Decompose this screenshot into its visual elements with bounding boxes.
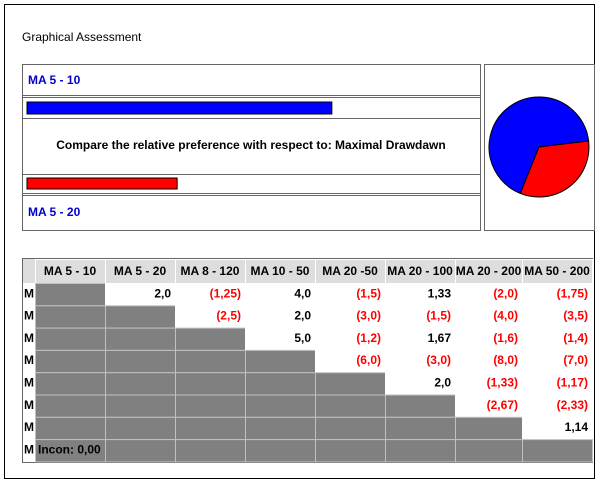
column-header-cell: [455, 259, 523, 284]
column-header: MA 5 - 10: [44, 264, 97, 278]
gray-cell: [35, 327, 106, 351]
cell-value: (1,25): [210, 286, 241, 300]
row-label: M: [24, 376, 34, 390]
gray-cell: [245, 416, 316, 441]
row-label: M: [24, 353, 34, 367]
gray-cell: [35, 283, 106, 307]
column-header: MA 10 - 50: [251, 264, 310, 278]
second-bar: [26, 177, 178, 190]
column-header: MA 20 - 100: [387, 264, 453, 278]
column-header: MA 20 -50: [322, 264, 378, 278]
second-option: MA 5 - 20: [28, 205, 81, 219]
column-header: MA 8 - 120: [181, 264, 240, 278]
column-header-cell: [245, 259, 316, 284]
gray-cell: [245, 439, 316, 463]
gray-cell: [105, 305, 176, 329]
column-header-cell: [105, 259, 176, 284]
column-header: MA 5 - 20: [114, 264, 167, 278]
cell-value: 2,0: [434, 376, 451, 390]
cell-value: (1,5): [356, 286, 381, 300]
cell-value: 1,33: [428, 286, 452, 300]
cell-value: 5,0: [294, 331, 311, 345]
cell-value: (2,5): [216, 309, 241, 323]
cell-value: (1,6): [493, 331, 518, 345]
gray-cell: [105, 394, 176, 418]
cell-value: (6,0): [356, 353, 381, 367]
cell-value: (2,33): [557, 398, 588, 412]
pie-slice: [519, 140, 590, 198]
column-header-cell: [175, 259, 246, 284]
pie-slice: [488, 96, 590, 195]
cell-value: (1,2): [356, 331, 381, 345]
gray-cell: [105, 439, 176, 463]
gray-cell: [455, 416, 523, 441]
column-header-cell: [522, 259, 593, 284]
gray-cell: [35, 416, 106, 441]
gray-cell: [245, 372, 316, 396]
cell-value: (1,5): [426, 309, 451, 323]
gray-cell: [35, 394, 106, 418]
row-label: M: [24, 420, 34, 434]
cell-value: 4,0: [294, 286, 311, 300]
gray-cell: [105, 372, 176, 396]
gray-cell: [385, 394, 456, 418]
gray-cell: [315, 394, 386, 418]
gray-cell: [35, 305, 106, 329]
gray-cell: [35, 349, 106, 374]
column-header: MA 50 - 200: [524, 264, 590, 278]
question: Compare the relative preference with res…: [56, 138, 445, 152]
gray-cell: [385, 439, 456, 463]
gray-cell: [245, 349, 316, 374]
gray-cell: [175, 416, 246, 441]
gray-cell: [175, 394, 246, 418]
cell-value: 2,0: [154, 286, 171, 300]
row-label: M: [24, 442, 34, 456]
window-title: Graphical Assessment: [22, 30, 142, 44]
gray-cell: [522, 439, 593, 463]
gray-cell: [245, 394, 316, 418]
gray-cell: [105, 416, 176, 441]
first-row: [22, 64, 481, 96]
cell-value: (1,33): [487, 376, 518, 390]
cell-value: (1,17): [557, 376, 588, 390]
cell-value: (3,5): [563, 309, 588, 323]
gray-cell: [175, 327, 246, 351]
gray-cell: [315, 372, 386, 396]
second-row: [22, 195, 481, 231]
row-label: M: [24, 398, 34, 412]
cell-value: 1,67: [428, 331, 452, 345]
row-label: M: [24, 331, 34, 345]
cell-value: 1,14: [565, 420, 589, 434]
cell-value: (1,4): [563, 331, 588, 345]
gray-cell: [315, 416, 386, 441]
gray-cell: [175, 439, 246, 463]
cell-value: (1,75): [557, 286, 588, 300]
cell-value: (8,0): [493, 353, 518, 367]
cell-value: (7,0): [563, 353, 588, 367]
column-header-cell: [385, 259, 456, 284]
cell-value: (2,67): [487, 398, 518, 412]
cell-value: (2,0): [493, 286, 518, 300]
gray-cell: [105, 349, 176, 374]
gray-cell: [175, 349, 246, 374]
inconsistency: Incon: 0,00: [38, 442, 101, 456]
row-label: M: [24, 286, 34, 300]
gray-cell: [315, 439, 386, 463]
gray-cell: [105, 327, 176, 351]
cell-value: 2,0: [294, 309, 311, 323]
cell-value: (4,0): [493, 309, 518, 323]
gray-cell: [455, 439, 523, 463]
column-header: MA 20 - 200: [456, 264, 522, 278]
cell-value: (3,0): [356, 309, 381, 323]
cell-value: (3,0): [426, 353, 451, 367]
gray-cell: [175, 372, 246, 396]
first-bar: [26, 101, 333, 115]
row-label: M: [24, 309, 34, 323]
gray-cell: [385, 416, 456, 441]
first-option: MA 5 - 10: [28, 73, 81, 87]
gray-cell: [35, 372, 106, 396]
